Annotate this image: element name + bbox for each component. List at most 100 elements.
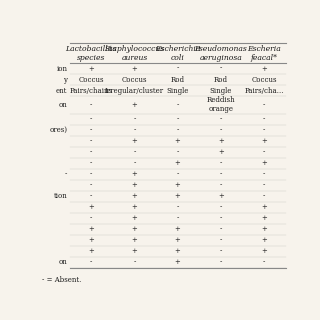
Text: +: +: [88, 65, 94, 73]
Text: -: -: [220, 258, 222, 266]
Text: -: -: [220, 159, 222, 167]
Text: Escheria
feacal*: Escheria feacal*: [247, 44, 281, 62]
Text: +: +: [132, 65, 137, 73]
Text: -: -: [133, 126, 136, 134]
Text: -: -: [90, 137, 92, 145]
Text: -: -: [220, 214, 222, 222]
Text: +: +: [218, 192, 224, 200]
Text: -: -: [220, 126, 222, 134]
Text: -: -: [133, 148, 136, 156]
Text: -: -: [176, 203, 179, 211]
Text: -: -: [90, 159, 92, 167]
Text: Irregular/cluster: Irregular/cluster: [105, 87, 164, 95]
Text: -: -: [133, 258, 136, 266]
Text: -: -: [90, 258, 92, 266]
Text: -: -: [263, 192, 265, 200]
Text: -: -: [263, 258, 265, 266]
Text: on: on: [59, 101, 67, 109]
Text: +: +: [132, 101, 137, 109]
Text: +: +: [175, 181, 180, 189]
Text: Single: Single: [166, 87, 189, 95]
Text: +: +: [88, 225, 94, 233]
Text: +: +: [261, 203, 267, 211]
Text: Pseudomonas
aeruginosa: Pseudomonas aeruginosa: [195, 44, 247, 62]
Text: +: +: [175, 192, 180, 200]
Text: -: -: [220, 247, 222, 255]
Text: -: -: [220, 170, 222, 178]
Text: +: +: [175, 258, 180, 266]
Text: Coccus: Coccus: [79, 76, 104, 84]
Text: Coccus: Coccus: [251, 76, 277, 84]
Text: -: -: [263, 148, 265, 156]
Text: -: -: [176, 126, 179, 134]
Text: -: -: [90, 126, 92, 134]
Text: Rod: Rod: [214, 76, 228, 84]
Text: -: -: [176, 170, 179, 178]
Text: +: +: [261, 159, 267, 167]
Text: Coccus: Coccus: [122, 76, 147, 84]
Text: +: +: [132, 236, 137, 244]
Text: -: -: [176, 214, 179, 222]
Text: Staphylococcus
aureus: Staphylococcus aureus: [104, 44, 164, 62]
Text: Lactobacillus
species: Lactobacillus species: [66, 44, 117, 62]
Text: -: -: [220, 65, 222, 73]
Text: -: -: [220, 181, 222, 189]
Text: -: -: [263, 115, 265, 123]
Text: -: -: [263, 126, 265, 134]
Text: -: -: [65, 170, 67, 178]
Text: +: +: [132, 203, 137, 211]
Text: +: +: [261, 65, 267, 73]
Text: -: -: [90, 192, 92, 200]
Text: -: -: [263, 170, 265, 178]
Text: +: +: [132, 137, 137, 145]
Text: +: +: [88, 236, 94, 244]
Text: -: -: [90, 148, 92, 156]
Text: -: -: [176, 148, 179, 156]
Text: -: -: [133, 159, 136, 167]
Text: -: -: [176, 101, 179, 109]
Text: ion: ion: [56, 65, 67, 73]
Text: +: +: [261, 236, 267, 244]
Text: Pairs/chains: Pairs/chains: [70, 87, 113, 95]
Text: -: -: [90, 181, 92, 189]
Text: +: +: [261, 137, 267, 145]
Text: -: -: [133, 115, 136, 123]
Text: +: +: [132, 247, 137, 255]
Text: +: +: [218, 148, 224, 156]
Text: -: -: [220, 115, 222, 123]
Text: +: +: [175, 236, 180, 244]
Text: Escherichia
coli: Escherichia coli: [155, 44, 200, 62]
Text: +: +: [175, 137, 180, 145]
Text: -: -: [90, 170, 92, 178]
Text: ent: ent: [56, 87, 67, 95]
Text: Reddish
orange: Reddish orange: [206, 96, 235, 114]
Text: tion: tion: [53, 192, 67, 200]
Text: +: +: [132, 214, 137, 222]
Text: +: +: [132, 192, 137, 200]
Text: Rod: Rod: [171, 76, 185, 84]
Text: on: on: [59, 258, 67, 266]
Text: -: -: [220, 203, 222, 211]
Text: +: +: [175, 159, 180, 167]
Text: y: y: [63, 76, 67, 84]
Text: ores): ores): [49, 126, 67, 134]
Text: +: +: [132, 181, 137, 189]
Text: +: +: [261, 225, 267, 233]
Text: -: -: [263, 181, 265, 189]
Text: +: +: [88, 247, 94, 255]
Text: +: +: [132, 225, 137, 233]
Text: Single: Single: [210, 87, 232, 95]
Text: -: -: [176, 65, 179, 73]
Text: -: -: [263, 101, 265, 109]
Text: -: -: [90, 115, 92, 123]
Text: +: +: [175, 247, 180, 255]
Text: +: +: [261, 214, 267, 222]
Text: -: -: [176, 115, 179, 123]
Text: +: +: [88, 203, 94, 211]
Text: +: +: [218, 137, 224, 145]
Text: -: -: [90, 101, 92, 109]
Text: -: -: [90, 214, 92, 222]
Text: -: -: [220, 236, 222, 244]
Text: +: +: [175, 225, 180, 233]
Text: +: +: [261, 247, 267, 255]
